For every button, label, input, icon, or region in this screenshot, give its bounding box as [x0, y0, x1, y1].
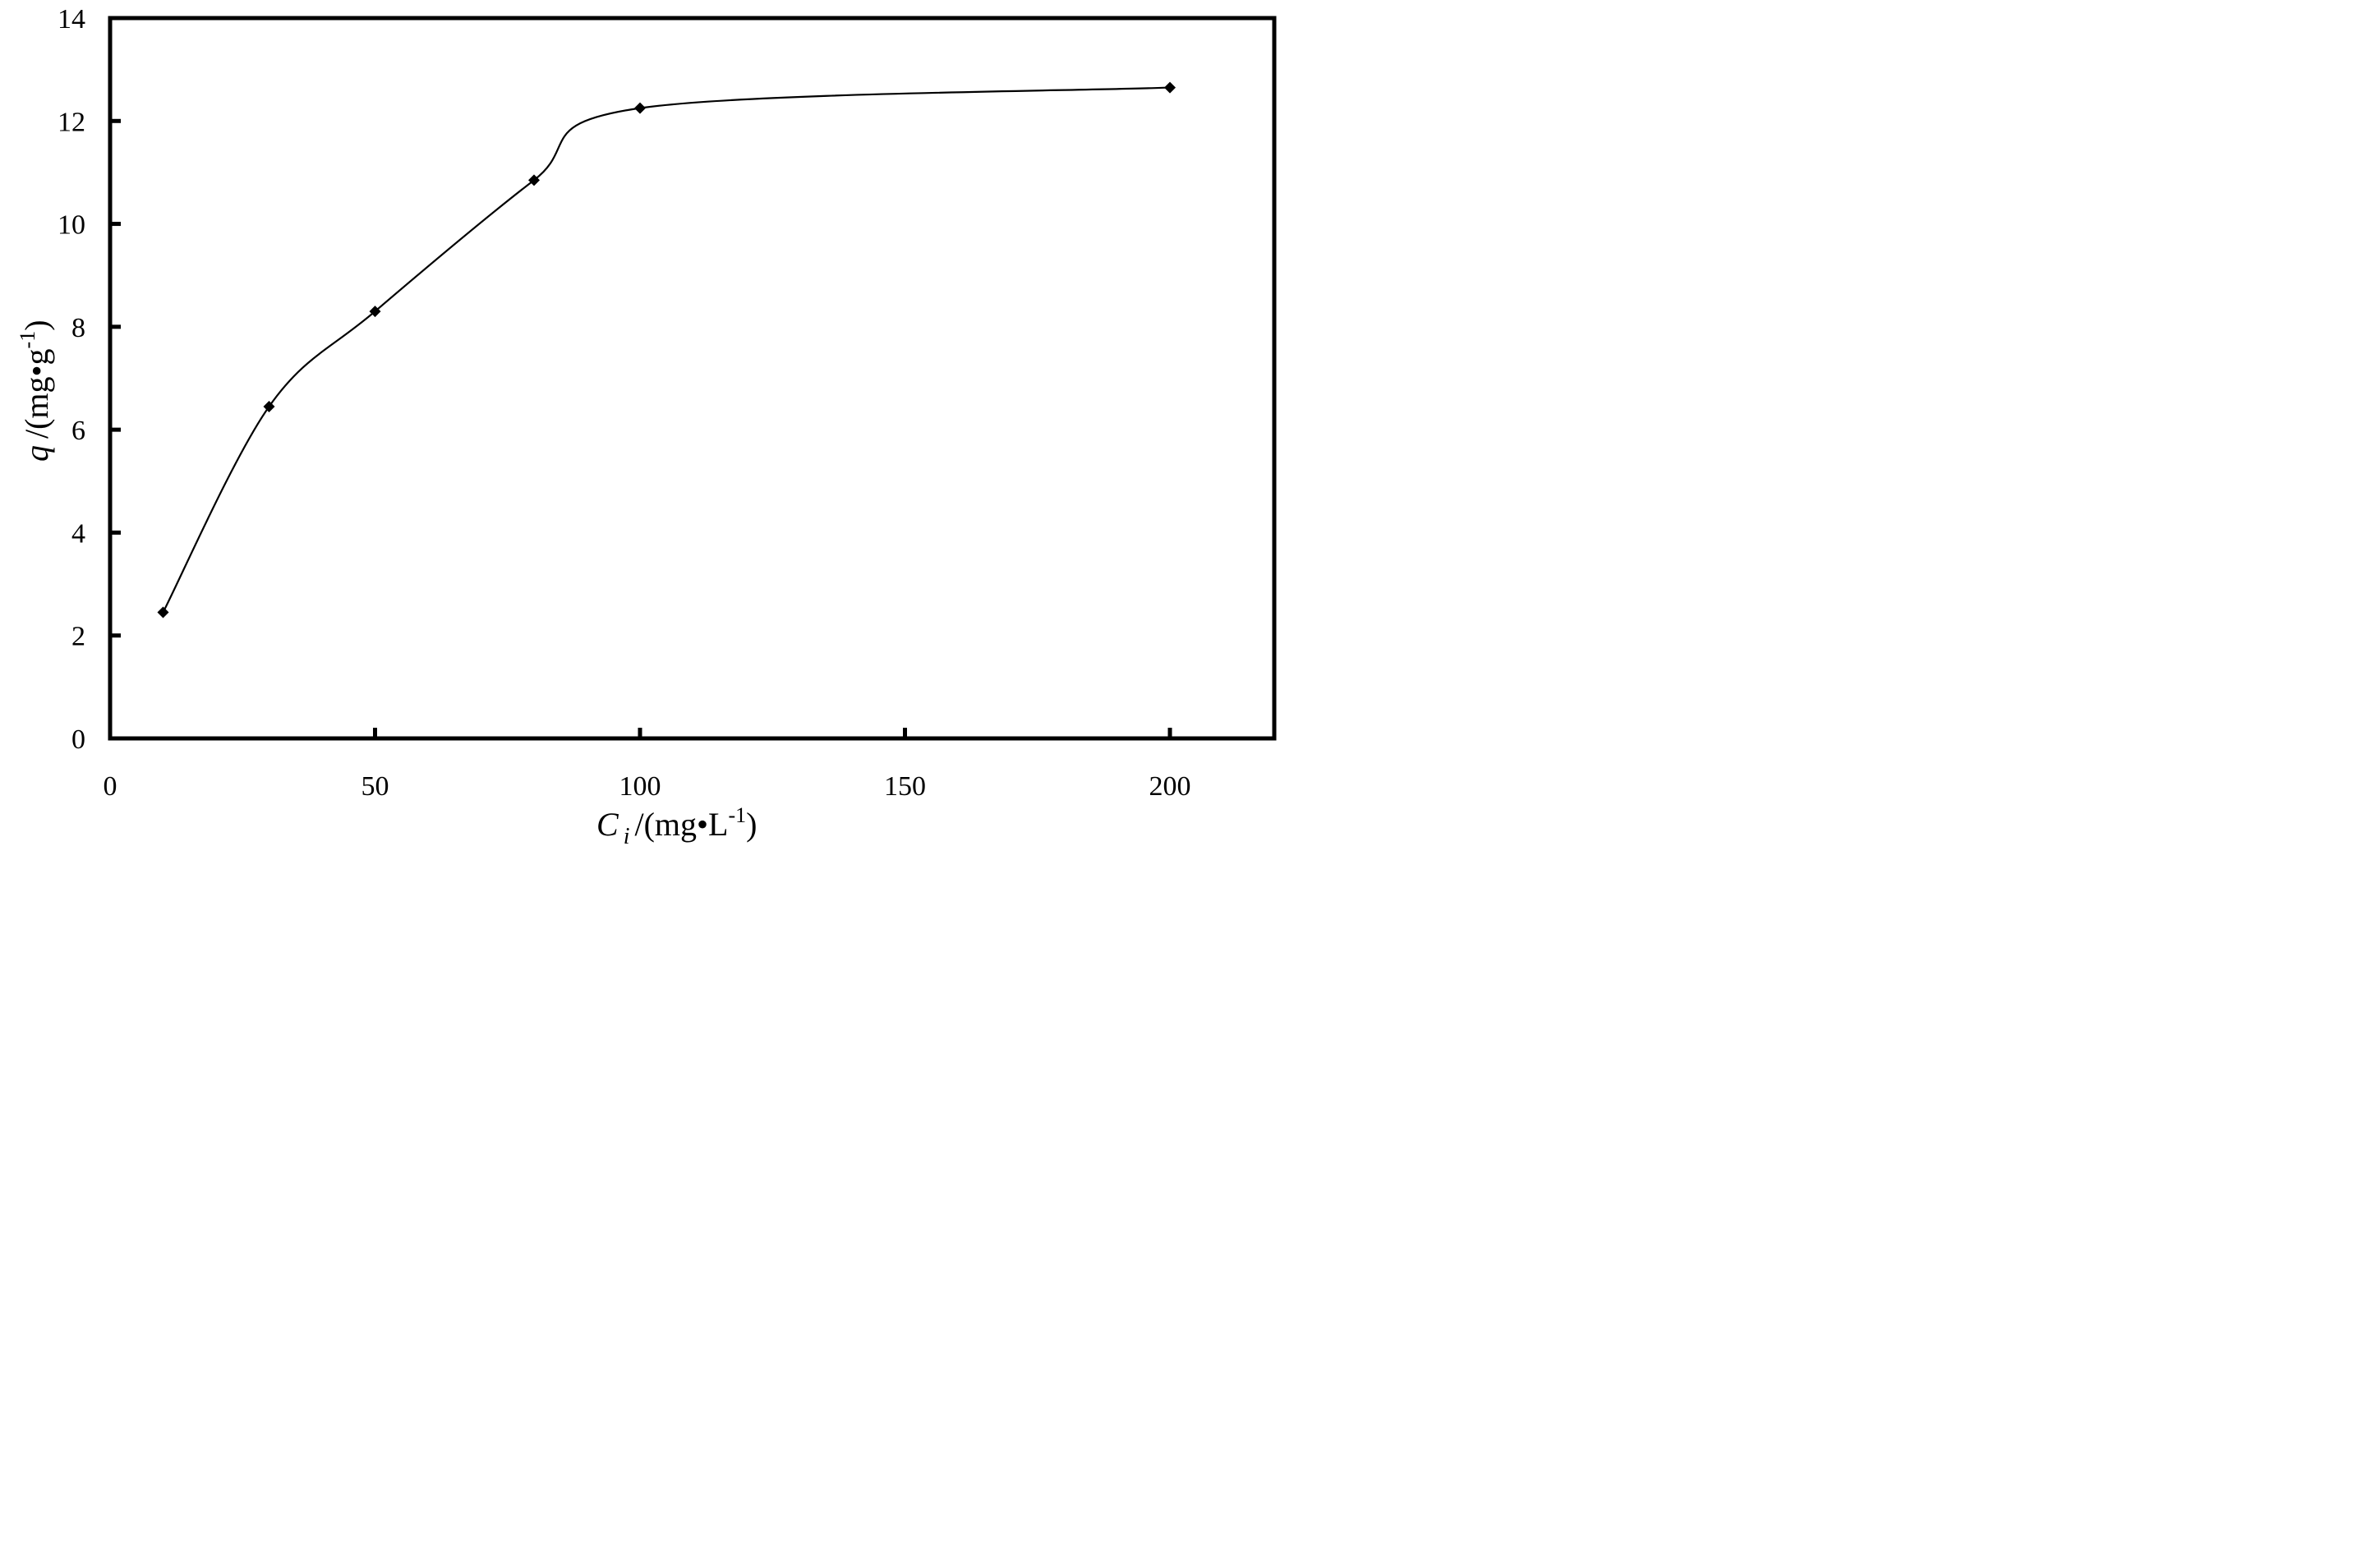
data-point-marker [157, 606, 169, 618]
y-tick-label: 0 [71, 724, 85, 755]
x-axis-unit-base: L [708, 806, 728, 843]
x-axis-unit-close: ) [746, 806, 757, 843]
x-axis-unit-dot: • [697, 806, 708, 843]
x-tick-label: 50 [361, 771, 389, 802]
series-line [162, 86, 1171, 614]
y-tick-label: 6 [71, 416, 85, 446]
x-axis-ticks: 0 50 100 150 200 [104, 728, 1191, 802]
x-axis-variable: C [596, 806, 619, 843]
x-tick-label: 0 [104, 771, 117, 802]
y-tick-label: 4 [71, 518, 85, 549]
y-axis-unit-dot: • [18, 365, 55, 376]
y-tick-label: 10 [58, 210, 85, 241]
x-axis-unit-exponent: -1 [728, 803, 746, 827]
y-tick-label: 2 [71, 622, 85, 652]
y-axis-ticks: 0 2 4 6 8 10 12 14 [58, 4, 121, 755]
data-point-marker [369, 306, 381, 318]
y-axis-variable: q [18, 445, 55, 462]
data-point-marker [528, 174, 540, 186]
data-point-marker [1164, 81, 1176, 94]
x-tick-label: 200 [1149, 771, 1191, 802]
y-axis-unit-open: /(mg [18, 376, 55, 439]
y-tick-label: 8 [71, 313, 85, 343]
y-axis-unit-close: ) [18, 320, 55, 330]
x-axis-subscript: i [624, 824, 630, 848]
y-axis-unit-base: g [18, 348, 55, 365]
y-axis-title: q /(mg•g-1) [16, 320, 55, 462]
data-point-marker [634, 102, 646, 114]
data-point-marker [263, 400, 275, 412]
series-markers [157, 81, 1176, 618]
x-axis-unit-open: /(mg [634, 806, 697, 843]
plot-frame [108, 16, 1277, 741]
y-tick-label: 14 [58, 4, 85, 34]
x-tick-label: 100 [619, 771, 661, 802]
y-tick-label: 12 [58, 107, 85, 137]
y-axis-unit-exponent: -1 [16, 331, 39, 349]
x-tick-label: 150 [884, 771, 926, 802]
